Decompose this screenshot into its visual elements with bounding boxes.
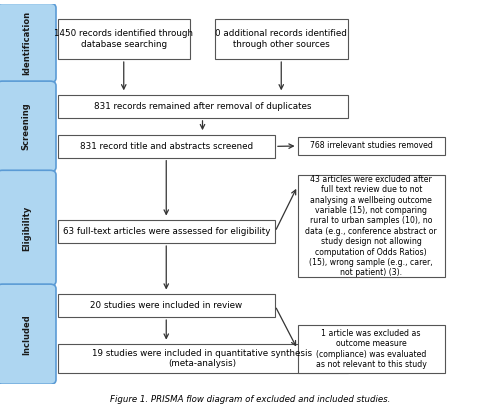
Text: Identification: Identification [22,11,31,75]
FancyBboxPatch shape [58,19,190,59]
FancyBboxPatch shape [0,284,56,384]
Text: 831 records remained after removal of duplicates: 831 records remained after removal of du… [94,102,311,111]
Text: 0 additional records identified
through other sources: 0 additional records identified through … [216,29,347,49]
FancyBboxPatch shape [215,19,348,59]
Text: 43 articles were excluded after
full text review due to not
analysing a wellbein: 43 articles were excluded after full tex… [306,175,437,277]
Text: 1450 records identified through
database searching: 1450 records identified through database… [54,29,193,49]
Text: Screening: Screening [22,102,31,150]
FancyBboxPatch shape [0,3,56,83]
FancyBboxPatch shape [298,137,445,155]
FancyBboxPatch shape [58,294,275,317]
FancyBboxPatch shape [58,344,348,373]
FancyBboxPatch shape [0,170,56,286]
Text: 831 record title and abstracts screened: 831 record title and abstracts screened [80,142,253,151]
Text: Figure 1. PRISMA flow diagram of excluded and included studies.: Figure 1. PRISMA flow diagram of exclude… [110,395,390,404]
FancyBboxPatch shape [298,175,445,277]
FancyBboxPatch shape [58,220,275,243]
Text: 768 irrelevant studies removed: 768 irrelevant studies removed [310,142,432,151]
Text: 20 studies were included in review: 20 studies were included in review [90,301,242,310]
FancyBboxPatch shape [0,81,56,172]
Text: 1 article was excluded as
outcome measure
(compliance) was evaluated
as not rele: 1 article was excluded as outcome measur… [316,329,426,369]
FancyBboxPatch shape [58,135,275,158]
FancyBboxPatch shape [58,95,348,118]
Text: 19 studies were included in quantitative synthesis
(meta-analysis): 19 studies were included in quantitative… [92,349,312,368]
Text: Eligibility: Eligibility [22,205,31,251]
Text: 63 full-text articles were assessed for eligibility: 63 full-text articles were assessed for … [62,227,270,236]
FancyBboxPatch shape [298,326,445,373]
Text: Included: Included [22,314,31,355]
